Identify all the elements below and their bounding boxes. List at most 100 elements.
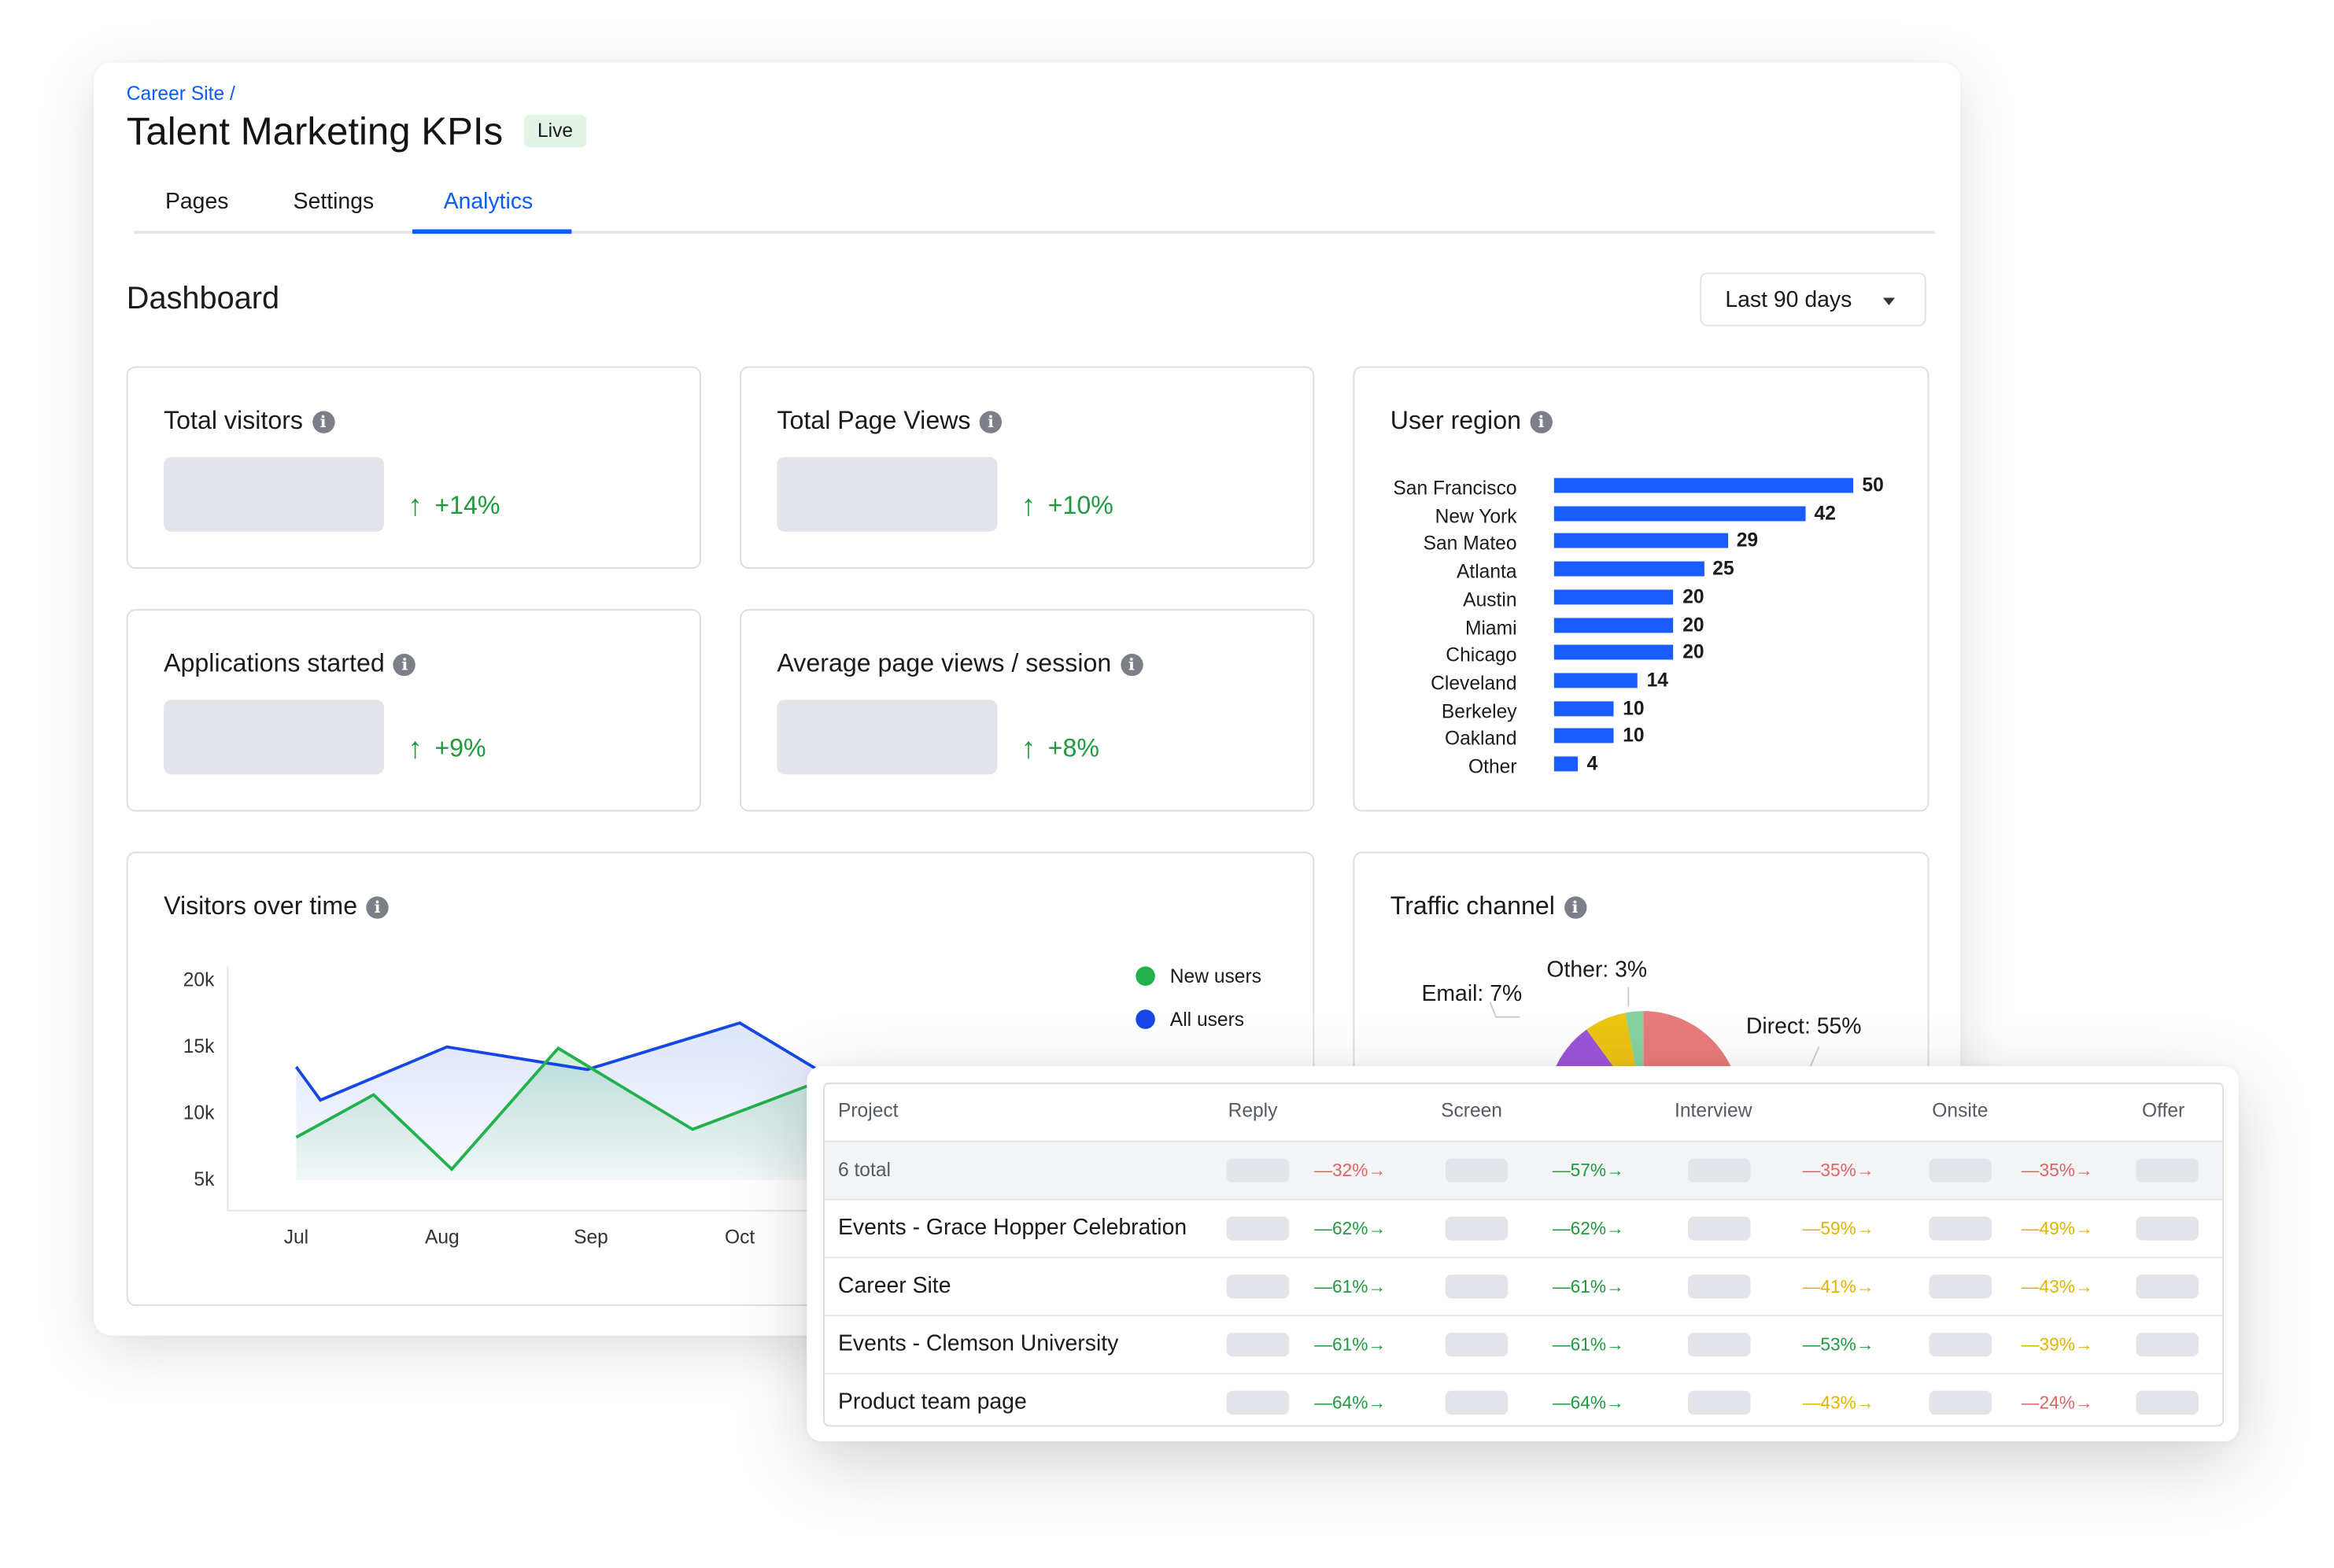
active-tab-indicator xyxy=(412,229,572,234)
conversion-rate: —32%→ xyxy=(1314,1160,1386,1180)
column-header-onsite[interactable]: Onsite xyxy=(1932,1098,1989,1122)
dash-icon: — xyxy=(1802,1392,1821,1414)
user-region-card: User region i San Francisco 50 New York 42 Sa… xyxy=(1353,366,1930,812)
arrow-right-icon: → xyxy=(1856,1160,1874,1181)
rate-value: 53% xyxy=(1820,1334,1856,1356)
bar[interactable] xyxy=(1553,561,1704,577)
kpi-delta: +14% xyxy=(434,491,500,520)
visitors-line-chart: 20k 15k 10k 5k Jul Aug Sep Oct xyxy=(183,966,1312,1248)
table-total-row[interactable]: 6 total —32%→ —57%→ —35%→ —35%→ xyxy=(824,1140,2223,1199)
rate-value: 24% xyxy=(2039,1392,2075,1414)
count-placeholder xyxy=(1688,1332,1751,1357)
conversion-rate: —53%→ xyxy=(1803,1334,1874,1355)
info-icon[interactable]: i xyxy=(366,895,389,918)
info-icon[interactable]: i xyxy=(1564,895,1586,918)
count-placeholder xyxy=(1445,1390,1509,1415)
dash-icon: — xyxy=(1314,1334,1332,1356)
info-icon[interactable]: i xyxy=(1120,652,1143,676)
donut-slice[interactable] xyxy=(1625,1011,1644,1072)
info-icon[interactable]: i xyxy=(393,652,416,676)
dash-icon: — xyxy=(2021,1218,2040,1239)
rate-value: 57% xyxy=(1570,1160,1607,1181)
conversion-rate: —39%→ xyxy=(2022,1334,2093,1355)
arrow-right-icon: → xyxy=(2074,1160,2093,1181)
arrow-right-icon: → xyxy=(2074,1218,2093,1239)
bar[interactable] xyxy=(1553,589,1674,605)
arrow-right-icon: → xyxy=(2074,1392,2093,1414)
status-badge: Live xyxy=(523,114,587,148)
arrow-up-icon: ↑ xyxy=(1021,489,1036,522)
conversion-rate: —24%→ xyxy=(2022,1393,2093,1413)
kpi-value-placeholder xyxy=(164,457,385,532)
conversion-rate: —59%→ xyxy=(1803,1218,1874,1238)
leader-line-email xyxy=(1489,1002,1520,1018)
rate-value: 43% xyxy=(1820,1392,1856,1414)
bar[interactable] xyxy=(1553,533,1728,549)
arrow-right-icon: → xyxy=(1368,1160,1387,1181)
info-icon[interactable]: i xyxy=(312,410,334,433)
bar[interactable] xyxy=(1553,478,1854,493)
x-tick-label: Aug xyxy=(425,1227,460,1248)
date-range-value: Last 90 days xyxy=(1725,287,1852,313)
dash-icon: — xyxy=(1802,1334,1821,1356)
count-placeholder xyxy=(1226,1275,1290,1299)
table-row[interactable]: Career Site —61%→ —61%→ —41%→ —43%→ xyxy=(824,1256,2223,1315)
column-header-interview[interactable]: Interview xyxy=(1675,1098,1752,1122)
column-header-project[interactable]: Project xyxy=(837,1098,899,1122)
count-placeholder xyxy=(1929,1275,1992,1299)
conversion-rate: —43%→ xyxy=(1803,1393,1874,1413)
project-name: Career Site xyxy=(837,1273,951,1299)
column-header-offer[interactable]: Offer xyxy=(2142,1098,2185,1122)
x-tick-label: Jul xyxy=(284,1227,308,1248)
info-icon[interactable]: i xyxy=(1530,410,1553,433)
count-placeholder xyxy=(1688,1275,1751,1299)
arrow-right-icon: → xyxy=(1368,1334,1387,1356)
arrow-right-icon: → xyxy=(1606,1160,1624,1181)
tab-analytics[interactable]: Analytics xyxy=(443,189,534,215)
table-row[interactable]: Events - Clemson University —61%→ —61%→ —53… xyxy=(824,1315,2223,1373)
bar[interactable] xyxy=(1553,505,1806,521)
table-row[interactable]: Product team page —64%→ —64%→ —43%→ —24%→ xyxy=(824,1373,2223,1425)
count-placeholder xyxy=(1688,1158,1751,1182)
bar[interactable] xyxy=(1553,700,1614,716)
bar[interactable] xyxy=(1553,617,1674,633)
donut-slice[interactable] xyxy=(1586,1013,1637,1078)
column-header-reply[interactable]: Reply xyxy=(1228,1098,1278,1122)
date-range-dropdown[interactable]: Last 90 days xyxy=(1700,272,1926,327)
dash-icon: — xyxy=(1314,1160,1332,1181)
caret-down-icon xyxy=(1882,297,1896,306)
tab-pages[interactable]: Pages xyxy=(164,189,229,215)
bar[interactable] xyxy=(1553,644,1674,660)
table-row[interactable]: Events - Grace Hopper Celebration —62%→ —6… xyxy=(824,1198,2223,1257)
column-header-screen[interactable]: Screen xyxy=(1441,1098,1503,1122)
slice-label-email: Email: 7% xyxy=(1421,981,1523,1007)
legend-label: New users xyxy=(1169,965,1261,987)
rate-value: 49% xyxy=(2039,1218,2075,1239)
count-placeholder xyxy=(1226,1332,1290,1357)
breadcrumb-career-site[interactable]: Career Site / xyxy=(126,82,235,105)
funnel-table-panel xyxy=(807,1066,2239,1442)
bar-value-label: 14 xyxy=(1646,668,1668,692)
legend-all-users[interactable]: All users xyxy=(1136,1008,1245,1031)
bar[interactable] xyxy=(1553,756,1579,772)
bar-value-label: 4 xyxy=(1586,751,1598,775)
bar-value-label: 20 xyxy=(1682,612,1704,636)
legend-new-users[interactable]: New users xyxy=(1136,965,1261,987)
bar[interactable] xyxy=(1553,729,1614,744)
arrow-right-icon: → xyxy=(1856,1334,1874,1356)
y-tick-label: 15k xyxy=(183,1036,215,1057)
bar[interactable] xyxy=(1553,673,1638,688)
arrow-up-icon: ↑ xyxy=(408,489,423,522)
tab-divider xyxy=(134,231,1936,234)
arrow-right-icon: → xyxy=(1856,1392,1874,1414)
bar-value-label: 10 xyxy=(1623,724,1645,747)
conversion-rate: —35%→ xyxy=(1803,1160,1874,1180)
section-title: Dashboard xyxy=(126,281,280,316)
slice-label-direct: Direct: 55% xyxy=(1745,1013,1862,1040)
legend-label: All users xyxy=(1169,1008,1245,1031)
series-line[interactable] xyxy=(295,1046,814,1171)
rate-value: 62% xyxy=(1331,1218,1368,1239)
info-icon[interactable]: i xyxy=(979,410,1003,433)
series-line[interactable] xyxy=(294,1021,818,1102)
tab-settings[interactable]: Settings xyxy=(293,189,375,215)
